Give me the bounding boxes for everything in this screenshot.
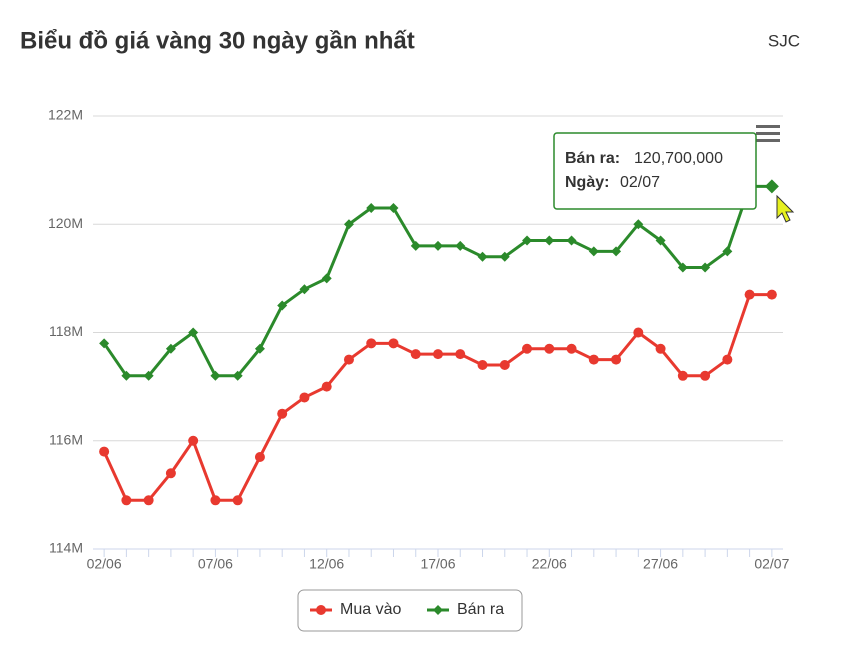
point <box>722 246 733 257</box>
point <box>588 246 599 257</box>
point <box>522 235 533 246</box>
point <box>366 203 377 214</box>
point <box>477 359 488 370</box>
point <box>232 370 243 381</box>
point <box>633 327 644 338</box>
legend-item[interactable]: Bán ra <box>427 601 504 618</box>
legend-marker <box>316 605 326 615</box>
point <box>210 495 221 506</box>
menu-button[interactable] <box>756 125 780 142</box>
point <box>477 251 488 262</box>
point <box>566 343 577 354</box>
x-tick-label: 17/06 <box>420 556 455 572</box>
series-line <box>102 293 772 502</box>
tooltip: Bán ra: 120,700,000 Ngày: 02/07 <box>553 132 757 210</box>
point <box>321 273 332 284</box>
point <box>588 354 599 365</box>
point <box>700 370 711 381</box>
point <box>143 370 154 381</box>
point <box>655 343 666 354</box>
point <box>433 240 443 251</box>
legend-box <box>297 589 523 632</box>
point <box>388 203 399 214</box>
point <box>677 370 688 381</box>
point <box>343 219 354 230</box>
point <box>254 343 265 354</box>
point <box>232 495 243 506</box>
point <box>433 349 443 360</box>
x-tick-label: 02/06 <box>87 556 122 572</box>
plot-area: 114M 116M 118M 120M 122M 02/06 07/06 12/06 17/06… <box>48 107 790 572</box>
point <box>121 370 132 381</box>
point <box>165 468 176 479</box>
point <box>766 289 777 300</box>
point <box>611 246 622 257</box>
point <box>544 343 555 354</box>
tooltip-value: 120,700,000 <box>634 150 723 167</box>
source-label: SJC <box>768 31 800 50</box>
menu-bar <box>756 125 780 128</box>
point <box>343 354 354 365</box>
point <box>722 354 733 365</box>
tooltip-value: 02/07 <box>620 174 660 191</box>
x-tick-label: 02/07 <box>754 556 789 572</box>
point <box>188 327 199 338</box>
point <box>499 251 510 262</box>
legend-marker <box>433 605 443 615</box>
legend: Mua vào Bán ra <box>310 601 504 618</box>
point <box>566 235 577 246</box>
point <box>499 359 510 370</box>
point <box>143 495 154 506</box>
point <box>321 381 332 392</box>
point <box>277 300 288 311</box>
point <box>633 219 644 230</box>
point <box>677 262 688 273</box>
point <box>522 343 533 354</box>
point <box>99 446 110 457</box>
legend-label: Mua vào <box>340 601 401 618</box>
point <box>744 289 755 300</box>
y-tick-label: 116M <box>49 431 83 447</box>
point <box>455 349 466 360</box>
y-tick-label: 120M <box>48 215 83 231</box>
point <box>165 343 176 354</box>
y-tick-label: 114M <box>49 540 83 556</box>
point <box>700 262 711 273</box>
point <box>611 354 622 365</box>
point <box>277 408 288 419</box>
x-tick-label: 07/06 <box>198 556 233 572</box>
point <box>544 235 555 246</box>
cursor <box>776 194 795 223</box>
point <box>188 435 199 446</box>
point <box>455 240 466 251</box>
point <box>299 284 310 295</box>
point <box>410 240 421 251</box>
point <box>388 338 399 349</box>
y-tick-label: 122M <box>48 107 83 123</box>
y-tick-label: 118M <box>49 323 83 339</box>
x-tick-label: 27/06 <box>643 556 678 572</box>
tooltip-box <box>553 132 757 210</box>
point <box>655 235 666 246</box>
point <box>366 338 377 349</box>
point <box>210 370 221 381</box>
x-tick-label: 22/06 <box>532 556 567 572</box>
series-line <box>102 184 772 378</box>
tooltip-label: Bán ra: <box>565 150 620 167</box>
menu-bar <box>756 139 780 142</box>
point <box>410 349 421 360</box>
point <box>254 451 265 462</box>
tooltip-label: Ngày: <box>565 174 609 191</box>
point <box>99 338 110 349</box>
legend-label: Bán ra <box>457 601 504 618</box>
point <box>299 392 310 403</box>
menu-bar <box>756 132 780 135</box>
point <box>764 179 779 194</box>
legend-item[interactable]: Mua vào <box>310 601 401 618</box>
chart-title: Biểu đồ giá vàng 30 ngày gần nhất <box>20 27 415 54</box>
point <box>121 495 132 506</box>
x-tick-label: 12/06 <box>309 556 344 572</box>
